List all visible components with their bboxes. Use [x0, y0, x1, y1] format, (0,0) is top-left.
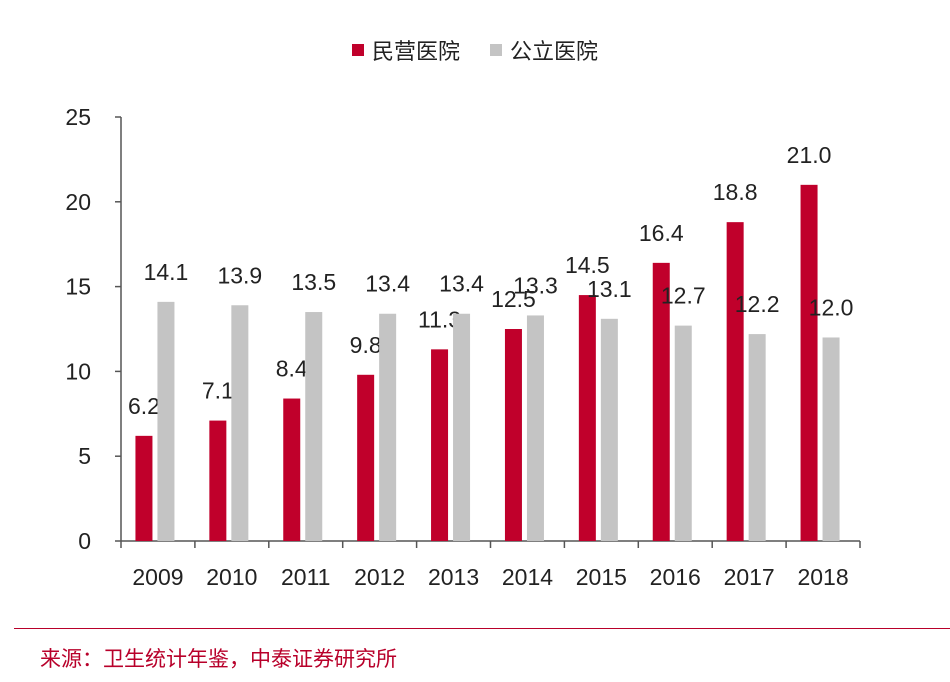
bar-public	[526, 315, 544, 541]
data-label-public: 13.3	[513, 272, 558, 298]
x-category-label: 2015	[576, 564, 627, 590]
y-tick-label: 25	[65, 104, 91, 130]
source-note: 来源：卫生统计年鉴，中泰证券研究所	[40, 647, 397, 671]
legend-swatch-private	[351, 44, 364, 56]
data-label-private: 21.0	[787, 142, 832, 168]
data-label-private: 12.5	[491, 286, 536, 312]
bar-public	[600, 318, 618, 541]
bar-private	[726, 222, 744, 542]
data-label-public: 13.5	[291, 269, 336, 295]
source-divider	[14, 628, 950, 629]
data-label-public: 12.7	[661, 283, 706, 309]
bar-private	[800, 184, 818, 541]
chart-legend: 民营医院 公立医院	[0, 34, 950, 66]
bar-private	[504, 329, 522, 541]
data-label-private: 14.5	[565, 252, 610, 278]
x-category-label: 2009	[132, 564, 183, 590]
data-label-private: 18.8	[713, 179, 758, 205]
data-label-private: 6.2	[128, 393, 160, 419]
bar-private	[578, 295, 596, 541]
data-label-private: 9.8	[350, 332, 382, 358]
bar-private	[135, 435, 153, 541]
legend-item-private: 民营医院	[351, 34, 460, 66]
bar-private	[209, 420, 227, 541]
bar-public	[748, 334, 766, 541]
data-label-public: 13.4	[439, 271, 484, 297]
data-label-public: 12.2	[735, 291, 780, 317]
bar-public	[453, 313, 471, 541]
x-category-label: 2011	[281, 564, 330, 590]
data-label-public: 14.1	[144, 259, 189, 285]
x-category-label: 2013	[428, 564, 479, 590]
x-category-label: 2014	[502, 564, 553, 590]
y-tick-label: 5	[78, 443, 91, 469]
y-tick-label: 10	[65, 358, 91, 384]
data-label-private: 16.4	[639, 220, 684, 246]
bar-public	[305, 312, 323, 541]
legend-swatch-public	[490, 44, 502, 56]
bar-public	[674, 325, 692, 541]
y-tick-label: 20	[65, 189, 91, 215]
bar-private	[652, 262, 670, 541]
legend-label-public: 公立医院	[510, 40, 599, 65]
bar-public	[379, 313, 397, 541]
data-label-private: 8.4	[276, 356, 308, 382]
x-category-label: 2016	[650, 564, 701, 590]
bar-private	[431, 349, 449, 541]
y-tick-label: 0	[78, 528, 91, 554]
y-tick-label: 15	[65, 274, 91, 300]
bar-public	[157, 301, 175, 541]
bar-public	[822, 337, 840, 541]
bar-public	[231, 305, 249, 541]
legend-item-public: 公立医院	[490, 34, 598, 66]
data-label-public: 13.4	[365, 271, 410, 297]
x-category-label: 2012	[354, 564, 405, 590]
data-label-public: 12.0	[809, 294, 854, 320]
x-category-label: 2018	[797, 564, 848, 590]
x-category-label: 2017	[724, 564, 775, 590]
bar-private	[357, 374, 375, 541]
legend-label-private: 民营医院	[371, 40, 460, 65]
bar-chart: 0 5 10 15 20 25 2009 6.2 14.1 2010 7.1 13.9 2011 8.4 1…	[65, 104, 861, 590]
bar-private	[283, 398, 301, 541]
data-label-public: 13.1	[587, 276, 632, 302]
x-category-label: 2010	[206, 564, 257, 590]
data-label-private: 7.1	[202, 378, 234, 404]
data-label-public: 13.9	[217, 262, 262, 288]
